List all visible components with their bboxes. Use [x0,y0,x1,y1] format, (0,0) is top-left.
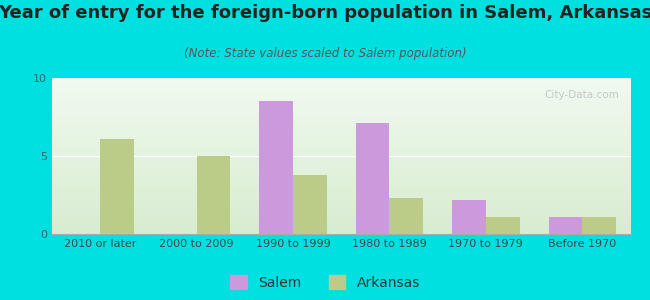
Text: (Note: State values scaled to Salem population): (Note: State values scaled to Salem popu… [184,46,466,59]
Text: City-Data.com: City-Data.com [544,91,619,100]
Bar [389,198,423,234]
Bar [582,217,616,234]
Bar [100,139,134,234]
Bar [259,101,293,234]
Bar [486,217,519,234]
Text: Year of entry for the foreign-born population in Salem, Arkansas: Year of entry for the foreign-born popul… [0,4,650,22]
Bar [549,217,582,234]
Bar [196,156,230,234]
Bar [356,123,389,234]
Bar [293,175,327,234]
Bar [452,200,486,234]
Legend: Salem, Arkansas: Salem, Arkansas [230,275,420,290]
